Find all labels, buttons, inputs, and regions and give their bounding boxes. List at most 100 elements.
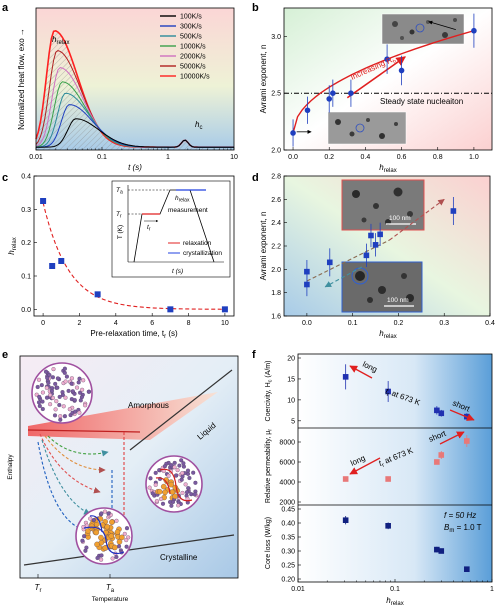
panel-e-atom bbox=[66, 388, 71, 393]
panel-c-inset-legend: relaxation crystallization bbox=[168, 240, 222, 257]
panel-c-inset-frame bbox=[111, 180, 231, 278]
panel-d-point bbox=[450, 208, 457, 214]
panel-f-point bbox=[385, 523, 391, 529]
panel-a-x-tick-label: 0.1 bbox=[97, 154, 107, 161]
panel-d-x-tick-label: 0.1 bbox=[348, 320, 358, 327]
panel-e-atom bbox=[79, 395, 84, 400]
panel-e-atom bbox=[153, 470, 158, 475]
panel-c-marks bbox=[40, 198, 228, 313]
panel-c-x-tick-label: 8 bbox=[187, 320, 191, 327]
panel-e-atom bbox=[153, 482, 158, 487]
panel-b-marks bbox=[284, 13, 492, 147]
panel-e-atom bbox=[180, 490, 185, 495]
panel-a-legend-label: 10000K/s bbox=[180, 74, 210, 81]
panel-e-atom bbox=[91, 517, 96, 523]
panel-e-atom bbox=[80, 387, 85, 392]
panel-c-inset-tr: Tr bbox=[116, 211, 122, 220]
panel-e-atom bbox=[64, 374, 69, 379]
panel-b-y-tick-label: 2.5 bbox=[271, 91, 281, 98]
panel-b-x-tick-label: 1.0 bbox=[469, 154, 479, 161]
panel-e-atom bbox=[40, 406, 45, 412]
panel-e-atom bbox=[114, 529, 121, 535]
panel-b-x-tick-label: 0.2 bbox=[324, 154, 334, 161]
panel-e-atom bbox=[55, 376, 60, 381]
panel-b-y-label: Avrami exponent, n bbox=[259, 45, 268, 114]
panel-e-atom bbox=[186, 486, 191, 491]
panel-b-y-tick-label: 2.0 bbox=[271, 148, 281, 155]
panel-b-arrow-upper bbox=[428, 20, 456, 30]
panel-c-x-tick-label: 6 bbox=[150, 320, 154, 327]
panel-a-legend-label: 100K/s bbox=[180, 14, 202, 21]
panel-f-point bbox=[438, 452, 445, 458]
panel-d-x-tick-label: 0.4 bbox=[485, 320, 495, 327]
panel-f-y-tick-label: 0.20 bbox=[281, 577, 295, 584]
panel-e-atom bbox=[94, 541, 100, 548]
panel-c-x-label: Pre-relaxation time, tr (s) bbox=[90, 329, 178, 340]
panel-c-inset: Ta Tr tr hrelax measurement T (K) t (s) … bbox=[111, 180, 231, 278]
panel-b-y-tick-label: 3.0 bbox=[271, 34, 281, 41]
panel-f-y-label-bot: Core loss (W/kg) bbox=[265, 517, 272, 569]
panel-f-condition-b: Bm = 1.0 T bbox=[444, 523, 482, 534]
panel-f-magnetic-chart: 5 10 15 20 2000 4000 6000 8000 0.20 0.25 0.30 0.35 0… bbox=[265, 353, 494, 607]
panel-e-atom bbox=[147, 485, 152, 490]
panel-f-ticks: 5 10 15 20 2000 4000 6000 8000 0.20 0.25 0.30 0.35 0… bbox=[279, 356, 494, 594]
panel-e-atom bbox=[53, 407, 58, 412]
panel-f-y-tick-label: 10 bbox=[287, 397, 295, 404]
panel-c-inset-legend-crystallization: crystallization bbox=[183, 250, 222, 257]
panel-e-atom bbox=[168, 481, 174, 488]
panel-e-atom bbox=[172, 493, 178, 500]
panel-e-atom bbox=[51, 367, 56, 372]
panel-a-legend-label: 1000K/s bbox=[180, 44, 206, 51]
panel-b-trend-curve bbox=[292, 30, 475, 134]
panel-e-atom bbox=[99, 511, 104, 516]
panel-e-atom bbox=[69, 381, 74, 386]
panel-c-y-tick-label: 0.3 bbox=[21, 207, 31, 214]
panel-f-y-tick-label: 2000 bbox=[279, 500, 295, 507]
panel-f-y-tick-label: 5 bbox=[291, 418, 295, 425]
panel-f-x-label: hrelax bbox=[386, 596, 403, 607]
panel-e-atom bbox=[95, 555, 100, 561]
panel-labels: a b c d e f bbox=[2, 2, 259, 361]
panel-d-y-tick-label: 2.0 bbox=[271, 267, 281, 274]
panel-e-atom bbox=[192, 492, 197, 497]
panel-c-point bbox=[167, 306, 174, 313]
panel-c-y-tick-label: 0.2 bbox=[21, 240, 31, 247]
panel-d-trend-lower bbox=[306, 239, 390, 282]
panel-e-atom bbox=[110, 556, 115, 561]
panel-label-f: f bbox=[252, 349, 256, 361]
panel-e-atom bbox=[88, 523, 95, 530]
panel-d-trend-back bbox=[324, 266, 363, 288]
panel-e-atom bbox=[169, 503, 174, 508]
panel-a-curves bbox=[35, 30, 234, 150]
panel-f-y-tick-label: 0.30 bbox=[281, 549, 295, 556]
panel-f-y-tick-label: 0.40 bbox=[281, 521, 295, 528]
panel-c-inset-xlabel: t (s) bbox=[172, 268, 183, 275]
panel-e-atom bbox=[122, 531, 127, 536]
panel-b-frame bbox=[283, 7, 493, 151]
panel-b-reference-label: Steady state nucleaiton bbox=[380, 97, 463, 106]
panel-f-point bbox=[434, 546, 440, 553]
panel-f-x-tick-label: 0.1 bbox=[390, 586, 400, 593]
panel-e-atom bbox=[78, 390, 83, 395]
panel-c-y-label: hrelax bbox=[7, 237, 18, 254]
panel-e-atom bbox=[150, 491, 155, 496]
panel-c-x-tick-label: 0 bbox=[41, 320, 45, 327]
panel-c-ticks: 0 2 4 6 8 10 0.0 0.1 0.2 0.3 0.4 bbox=[21, 174, 229, 328]
panel-d-point bbox=[377, 231, 383, 238]
panel-a-legend: 100K/s 300K/s 500K/s 1000K/s 2000K/s 5000K/s 1… bbox=[160, 14, 210, 81]
panel-e-atom bbox=[43, 369, 49, 374]
panel-e-atom bbox=[193, 480, 198, 485]
panel-e-atom bbox=[36, 377, 42, 382]
panel-e-atom bbox=[156, 488, 163, 495]
panel-c-inset-hrelax: hrelax bbox=[175, 195, 190, 204]
panel-e-x-label: Temperature bbox=[92, 596, 129, 603]
panel-e-atom bbox=[53, 381, 58, 386]
panel-e-atom bbox=[49, 388, 54, 393]
panel-d-tem-inset-bottom: 100 nm bbox=[341, 261, 423, 313]
panel-e-atom bbox=[57, 402, 62, 408]
panel-c-inset-ta: Ta bbox=[116, 187, 123, 196]
panel-e-atom bbox=[170, 499, 176, 505]
panel-e-enthalpy-diagram: Amorphous Liquid Crystalline Tr Ta Tempe… bbox=[7, 355, 239, 603]
panel-a-legend-label: 5000K/s bbox=[180, 64, 206, 71]
panel-e-atom bbox=[191, 470, 196, 475]
